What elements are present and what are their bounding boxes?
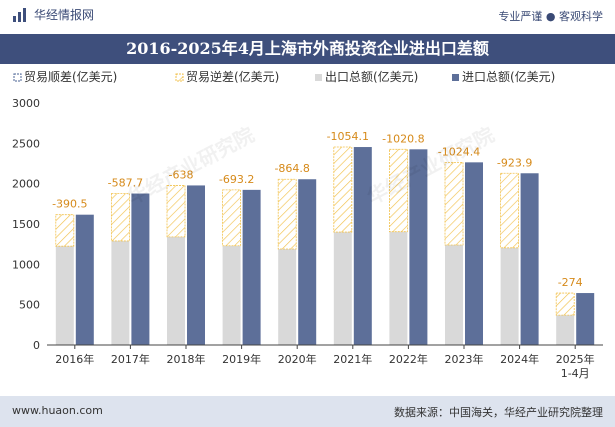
import-bar <box>465 162 483 345</box>
import-bar <box>187 185 205 345</box>
deficit-bar <box>388 148 408 233</box>
import-bar <box>353 147 372 345</box>
import-bar <box>576 293 595 345</box>
export-bar <box>278 249 297 345</box>
export-bar <box>111 240 130 345</box>
x-tick-label-line: 2018年 <box>167 352 206 366</box>
export-bar <box>222 245 241 345</box>
chart: 贸易顺差(亿美元) 贸易逆差(亿美元) 出口总额(亿美元) 进口总额(亿美元) 0 50… <box>12 69 603 380</box>
import-bar <box>131 193 150 345</box>
y-tick-label: 0 <box>33 339 40 352</box>
x-tick-label: 2021年 <box>333 352 372 366</box>
legend-swatch-import <box>452 74 459 81</box>
footer: www.huaon.com 数据来源：中国海关，华经产业研究院整理 <box>0 396 615 427</box>
deficit-data-label: -587.7 <box>108 177 143 190</box>
deficit-bar <box>555 292 575 316</box>
import-bar <box>520 173 539 345</box>
import-bar <box>298 179 317 345</box>
deficit-bar <box>55 214 75 247</box>
legend-swatch-surplus <box>13 73 22 82</box>
export-bar <box>500 247 519 345</box>
x-tick-label: 2025年 1-4月 <box>556 352 595 380</box>
export-bar <box>556 315 575 345</box>
y-tick-label: 1000 <box>12 258 40 271</box>
legend-label: 进口总额(亿美元) <box>462 69 555 84</box>
x-tick-label-line: 2022年 <box>389 352 428 366</box>
import-bar <box>242 189 261 345</box>
x-tick-label-line: 2024年 <box>500 352 539 366</box>
title-bar: 2016-2025年4月上海市外商投资企业进出口差额 <box>0 34 615 64</box>
y-tick-label: 2000 <box>12 178 40 191</box>
x-tick-label-line: 2016年 <box>55 352 94 366</box>
export-bar <box>55 246 74 345</box>
y-tick-label: 2500 <box>12 137 40 150</box>
deficit-data-label: -864.8 <box>274 162 309 175</box>
deficit-bar <box>111 193 130 242</box>
deficit-data-label: -923.9 <box>497 156 532 169</box>
deficit-bar <box>222 189 242 247</box>
tagline: 专业严谨 ● 客观科学 <box>498 10 603 23</box>
x-tick-label: 2023年 <box>445 352 484 366</box>
y-tick-label: 500 <box>19 299 40 312</box>
x-tick-label: 2024年 <box>500 352 539 366</box>
export-bar <box>445 244 463 345</box>
export-bar <box>167 236 185 345</box>
x-tick-label-line: 2021年 <box>333 352 372 366</box>
deficit-data-label: -1024.4 <box>438 145 480 158</box>
brand-name: 华经情报网 <box>34 8 95 22</box>
x-tick-label: 2019年 <box>222 352 261 366</box>
x-tick-label-line: 1-4月 <box>561 367 590 380</box>
x-tick-label: 2017年 <box>111 352 150 366</box>
export-bar <box>389 231 408 345</box>
import-bar <box>75 214 94 345</box>
deficit-data-label: -390.5 <box>52 198 87 211</box>
deficit-data-label: -274 <box>558 276 583 289</box>
deficit-bar <box>333 146 353 233</box>
x-axis: 2016年 2017年 2018年 2019年 2020年 2021年 2022年 2023年… <box>47 344 603 380</box>
legend-swatch-deficit <box>175 73 184 82</box>
legend-label: 贸易逆差(亿美元) <box>186 69 279 84</box>
x-tick-label: 2020年 <box>278 352 317 366</box>
deficit-bar <box>166 185 186 238</box>
y-tick-label: 3000 <box>12 97 40 110</box>
legend-label: 出口总额(亿美元) <box>325 69 418 84</box>
x-tick-label-line: 2019年 <box>222 352 261 366</box>
x-tick-label: 2022年 <box>389 352 428 366</box>
brand: 华经情报网 <box>12 6 94 23</box>
deficit-data-label: -693.2 <box>219 173 254 186</box>
brand-logo-icon <box>13 7 26 22</box>
import-bar <box>409 149 428 345</box>
x-tick-label: 2018年 <box>167 352 206 366</box>
chart-bars: -390.5 -587.7 -638 -693.2 -864.8 -1054.1 -1020… <box>52 130 595 345</box>
x-tick-label-line: 2020年 <box>278 352 317 366</box>
y-tick-label: 1500 <box>12 218 40 231</box>
deficit-data-label: -1054.1 <box>327 130 369 143</box>
footer-source: 数据来源：中国海关，华经产业研究院整理 <box>394 406 603 419</box>
legend-swatch-export <box>315 74 322 81</box>
x-tick-label-line: 2023年 <box>445 352 484 366</box>
x-tick-label-line: 2017年 <box>111 352 150 366</box>
x-tick-label-line: 2025年 <box>556 352 595 366</box>
deficit-bar <box>277 178 297 250</box>
footer-url: www.huaon.com <box>12 404 103 417</box>
deficit-bar <box>500 172 520 249</box>
chart-legend: 贸易顺差(亿美元) 贸易逆差(亿美元) 出口总额(亿美元) 进口总额(亿美元) <box>13 69 555 84</box>
deficit-data-label: -1020.8 <box>382 132 424 145</box>
deficit-bar <box>444 161 464 246</box>
deficit-data-label: -638 <box>169 168 194 181</box>
export-bar <box>333 232 352 345</box>
y-axis: 0 500 1000 1500 2000 2500 3000 <box>12 97 40 352</box>
chart-title: 2016-2025年4月上海市外商投资企业进出口差额 <box>126 39 489 58</box>
top-bar: 华经情报网 专业严谨 ● 客观科学 <box>0 0 615 34</box>
legend-label: 贸易顺差(亿美元) <box>24 69 117 84</box>
x-tick-label: 2016年 <box>55 352 94 366</box>
